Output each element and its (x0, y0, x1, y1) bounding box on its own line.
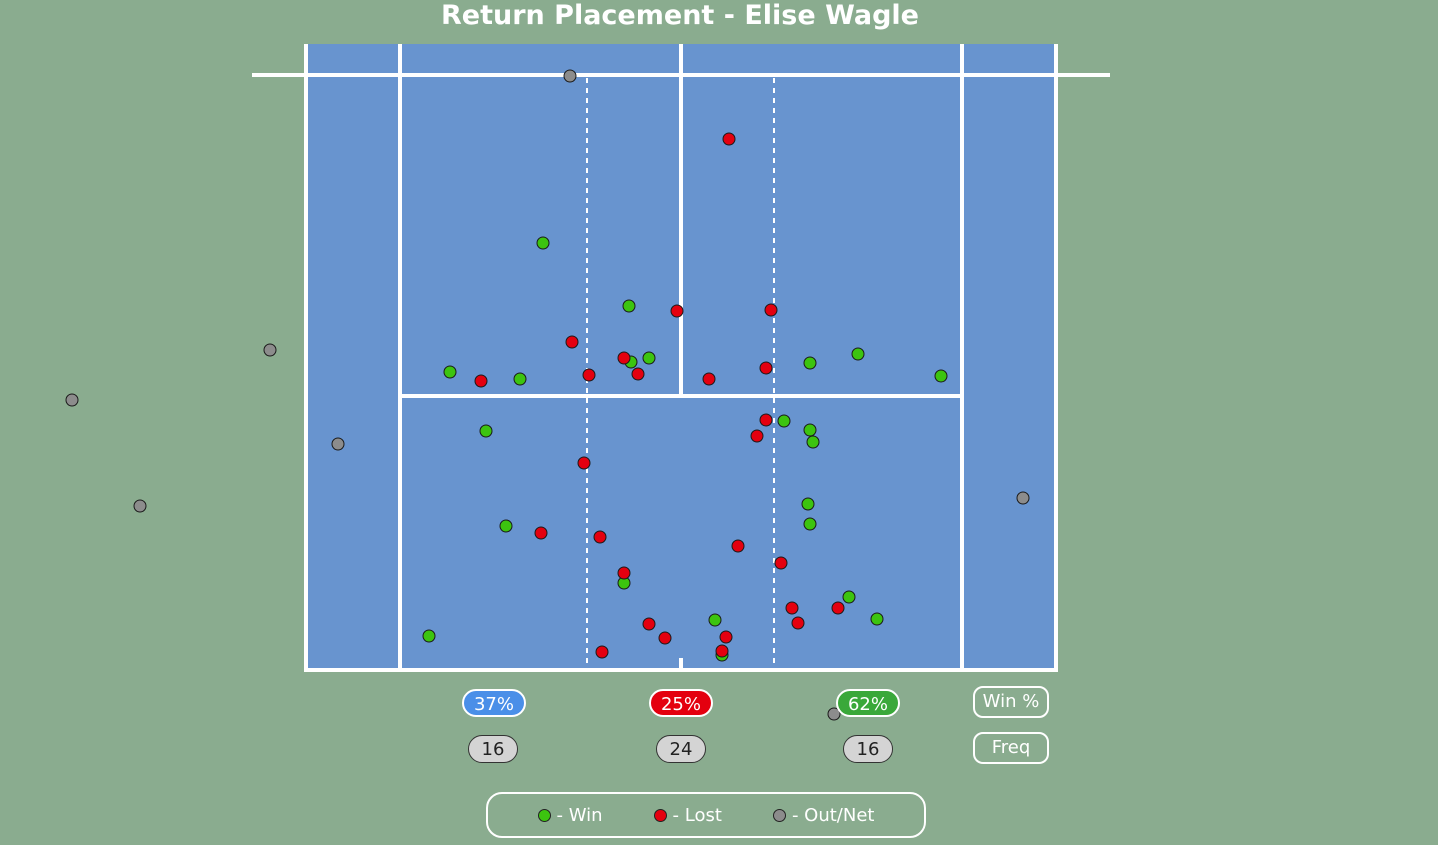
freq-left: 16 (468, 735, 518, 763)
point-out-4 (133, 499, 147, 513)
point-win-14 (803, 517, 817, 531)
point-lost-24 (715, 644, 729, 658)
freq-row-label: Freq (973, 732, 1049, 764)
point-win-5 (513, 372, 527, 386)
point-lost-18 (785, 601, 799, 615)
win-pct-row-label: Win % (973, 686, 1049, 718)
legend-win: - Win (537, 804, 603, 826)
point-win-6 (803, 356, 817, 370)
legend-lost-label: - Lost (672, 804, 722, 826)
freq-right: 16 (843, 735, 893, 763)
point-win-11 (803, 423, 817, 437)
point-lost-20 (791, 616, 805, 630)
legend: - Win - Lost - Out/Net (486, 792, 926, 838)
point-lost-19 (831, 601, 845, 615)
point-out-0 (563, 69, 577, 83)
point-win-19 (708, 613, 722, 627)
point-lost-1 (670, 304, 684, 318)
legend-win-label: - Win (556, 804, 603, 826)
point-win-9 (479, 424, 493, 438)
point-win-18 (870, 612, 884, 626)
shot-points (65, 69, 1030, 721)
point-lost-15 (731, 539, 745, 553)
freq-middle: 24 (656, 735, 706, 763)
point-lost-11 (750, 429, 764, 443)
point-lost-17 (617, 566, 631, 580)
point-win-10 (777, 414, 791, 428)
point-lost-14 (593, 530, 607, 544)
point-lost-8 (702, 372, 716, 386)
point-lost-9 (759, 361, 773, 375)
point-lost-3 (565, 335, 579, 349)
point-lost-25 (595, 645, 609, 659)
point-lost-7 (474, 374, 488, 388)
point-out-5 (1016, 491, 1030, 505)
point-lost-12 (577, 456, 591, 470)
win-pct-right: 62% (836, 689, 900, 717)
point-lost-10 (759, 413, 773, 427)
point-win-8 (934, 369, 948, 383)
win-pct-middle: 25% (649, 689, 713, 717)
point-lost-21 (642, 617, 656, 631)
point-win-12 (806, 435, 820, 449)
point-lost-13 (534, 526, 548, 540)
point-out-3 (331, 437, 345, 451)
legend-win-dot (537, 808, 551, 822)
point-lost-0 (722, 132, 736, 146)
point-win-0 (536, 236, 550, 250)
point-lost-2 (764, 303, 778, 317)
point-win-20 (422, 629, 436, 643)
legend-out-dot (772, 808, 786, 822)
point-out-1 (263, 343, 277, 357)
point-win-7 (851, 347, 865, 361)
point-lost-6 (582, 368, 596, 382)
point-lost-23 (719, 630, 733, 644)
legend-out-label: - Out/Net (791, 804, 875, 826)
legend-lost: - Lost (653, 804, 722, 826)
point-win-13 (801, 497, 815, 511)
point-lost-16 (774, 556, 788, 570)
point-lost-4 (617, 351, 631, 365)
court-lines (252, 44, 1110, 672)
legend-out: - Out/Net (772, 804, 875, 826)
point-win-15 (499, 519, 513, 533)
win-pct-left: 37% (462, 689, 526, 717)
point-out-2 (65, 393, 79, 407)
legend-lost-dot (653, 808, 667, 822)
point-lost-5 (631, 367, 645, 381)
point-win-1 (622, 299, 636, 313)
point-win-4 (443, 365, 457, 379)
point-lost-22 (658, 631, 672, 645)
chart-title: Return Placement - Elise Wagle (441, 0, 919, 31)
point-win-17 (842, 590, 856, 604)
point-out-6 (827, 707, 841, 721)
point-win-2 (642, 351, 656, 365)
